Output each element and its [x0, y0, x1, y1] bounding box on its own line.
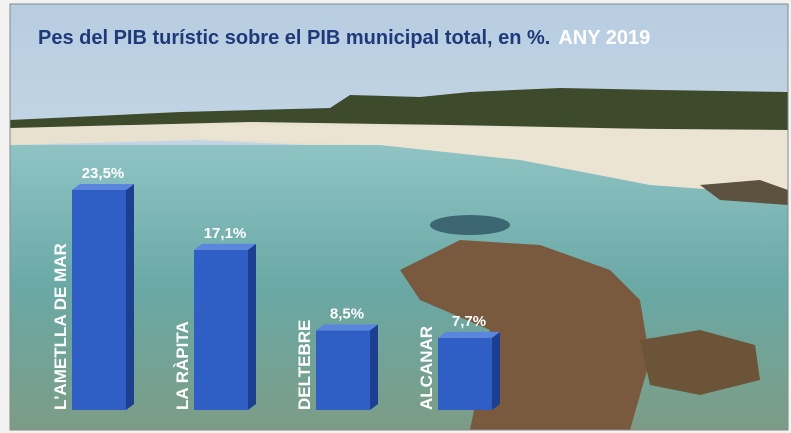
bar-top [72, 184, 134, 190]
bar-side [370, 324, 378, 410]
bar-side [248, 244, 256, 410]
page: Pes del PIB turístic sobre el PIB munici… [0, 0, 791, 433]
bar-top [194, 244, 256, 250]
chart: Pes del PIB turístic sobre el PIB munici… [0, 0, 791, 433]
value-label: 7,7% [452, 313, 486, 330]
category-label: DELTEBRE [295, 320, 314, 410]
category-label: LA RÀPITA [173, 321, 192, 410]
bar-side [126, 184, 134, 410]
bar-side [492, 332, 500, 410]
bar [72, 190, 126, 410]
chart-subtitle: ANY 2019 [558, 27, 650, 49]
value-label: 8,5% [330, 305, 364, 322]
value-label: 23,5% [82, 165, 125, 182]
bar-top [316, 324, 378, 330]
bar [316, 330, 370, 410]
bar-top [438, 332, 500, 338]
category-label: L'AMETLLA DE MAR [51, 243, 70, 410]
bar [438, 338, 492, 410]
category-label: ALCANAR [417, 326, 436, 410]
value-label: 17,1% [204, 225, 247, 242]
chart-title: Pes del PIB turístic sobre el PIB munici… [38, 27, 550, 49]
bar [194, 250, 248, 410]
